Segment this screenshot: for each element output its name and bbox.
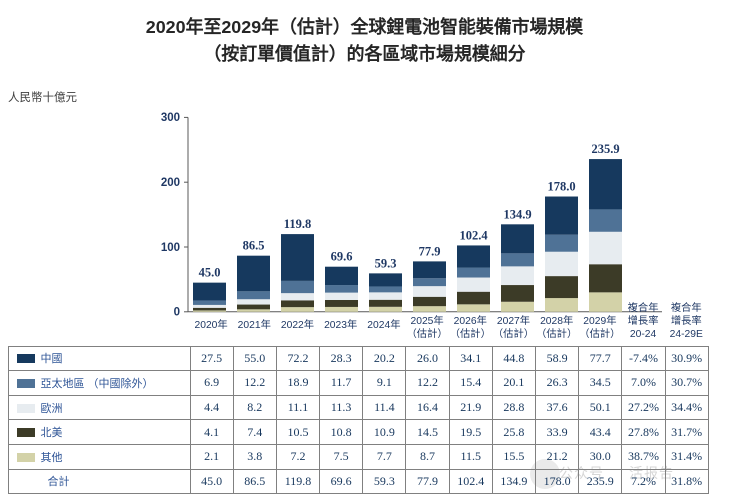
svg-text:134.9: 134.9 bbox=[503, 207, 531, 221]
svg-text:86.5: 86.5 bbox=[243, 239, 265, 253]
svg-text:59.3: 59.3 bbox=[375, 256, 397, 270]
svg-text:45.0: 45.0 bbox=[199, 266, 221, 280]
svg-text:235.9: 235.9 bbox=[591, 142, 619, 156]
svg-text:100: 100 bbox=[161, 242, 180, 254]
svg-text:0: 0 bbox=[174, 307, 180, 319]
svg-text:119.8: 119.8 bbox=[284, 217, 311, 231]
svg-text:69.6: 69.6 bbox=[331, 250, 353, 264]
svg-text:77.9: 77.9 bbox=[419, 244, 441, 258]
svg-text:200: 200 bbox=[161, 177, 180, 189]
svg-text:102.4: 102.4 bbox=[459, 228, 488, 242]
svg-text:300: 300 bbox=[161, 112, 180, 124]
svg-text:178.0: 178.0 bbox=[547, 180, 575, 194]
